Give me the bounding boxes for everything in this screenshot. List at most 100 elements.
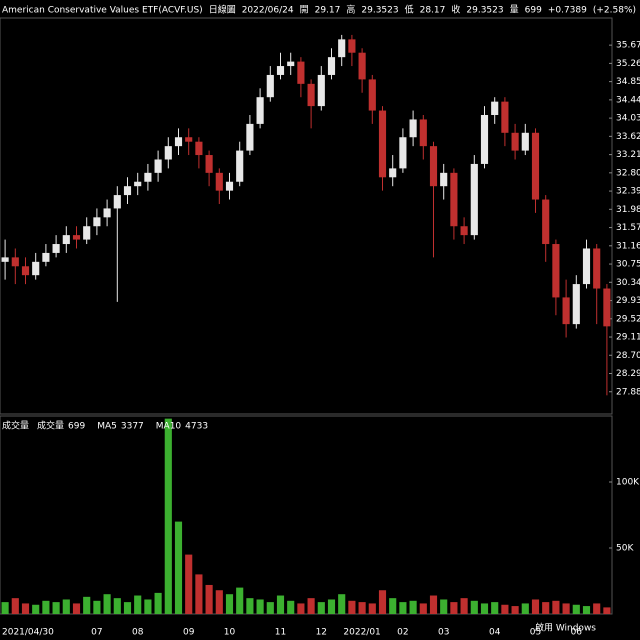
volume-bar	[389, 598, 397, 614]
volume-bar	[93, 600, 101, 614]
volume-bar	[72, 603, 81, 614]
candle-body	[93, 217, 101, 227]
volume-bar	[246, 598, 254, 614]
candle-body	[572, 284, 580, 325]
y-tick-label: 29.11	[616, 333, 640, 343]
candle-body	[123, 186, 132, 196]
candle-body	[491, 101, 499, 115]
volume-bar	[491, 602, 499, 614]
candle-body	[511, 132, 519, 151]
candle-body	[103, 208, 111, 218]
volume-bar	[409, 600, 417, 614]
volume-bar	[572, 604, 580, 614]
quote-value: 29.3523	[466, 6, 503, 16]
volume-bar	[450, 602, 458, 614]
candle-body	[521, 132, 529, 151]
x-tick-label: 07	[91, 628, 102, 638]
volume-bar	[266, 602, 274, 614]
title: American Conservative Values ETF(ACVF.US…	[2, 6, 203, 16]
candle-body	[338, 39, 346, 58]
volume-bar	[164, 418, 172, 614]
volume-bar	[440, 599, 448, 614]
y-tick-label: 50K	[616, 544, 634, 554]
quote-value: 699	[525, 6, 542, 16]
quote-value: 28.17	[420, 6, 446, 16]
y-tick-label: 29.52	[616, 314, 640, 324]
x-tick-label: 10	[224, 628, 236, 638]
volume-bar	[42, 600, 50, 614]
volume-bar	[32, 604, 40, 614]
candle-body	[72, 235, 81, 240]
watermark: 啟用 Windows	[535, 622, 596, 634]
candle-body	[113, 195, 121, 209]
volume-bar	[419, 603, 427, 614]
y-tick-label: 32.80	[616, 168, 640, 178]
y-tick-label: 33.21	[616, 150, 640, 160]
volume-bar	[307, 598, 315, 614]
legend-value: 3377	[121, 422, 144, 432]
volume-bar	[582, 606, 591, 614]
y-tick-label: 33.62	[616, 132, 640, 142]
volume-bar	[603, 607, 611, 614]
volume-bar	[338, 594, 346, 614]
volume-bar	[134, 595, 142, 614]
volume-bar	[348, 600, 356, 614]
volume-bar	[317, 602, 325, 614]
volume-bar	[83, 596, 91, 614]
quote-label: 量	[510, 5, 519, 16]
volume-bar	[154, 592, 162, 614]
volume-bar	[480, 603, 489, 614]
volume-bar	[593, 603, 601, 614]
y-tick-label: 28.70	[616, 351, 640, 361]
price-frame	[0, 17, 613, 415]
y-tick-label: 30.75	[616, 260, 640, 270]
legend-label: MA5	[97, 422, 117, 432]
period: 日線圖	[209, 4, 236, 16]
volume-bar	[358, 602, 366, 614]
quote-label: 高	[346, 4, 355, 16]
legend-label: 成交量	[37, 420, 64, 432]
quote-label: 收	[451, 4, 460, 16]
date: 2022/06/24	[242, 6, 294, 16]
candle-body	[62, 235, 70, 245]
y-tick-label: 30.34	[616, 278, 640, 288]
change: +0.7389	[548, 6, 587, 16]
candle-body	[582, 248, 591, 285]
candle-body	[327, 57, 336, 75]
volume-bar	[205, 584, 213, 614]
volume-bar	[562, 603, 570, 614]
candle-body	[276, 66, 285, 75]
y-tick-label: 29.93	[616, 296, 640, 306]
candle-body	[1, 257, 9, 262]
x-tick-label: 04	[489, 628, 501, 638]
candle-body	[174, 137, 183, 147]
volume-bar	[185, 554, 193, 614]
volume-bar	[327, 599, 336, 614]
volume-bar	[429, 595, 438, 614]
candle-body	[32, 261, 40, 276]
candle-body	[42, 252, 50, 262]
volume-bar	[378, 590, 387, 614]
candle-body	[562, 297, 570, 325]
candle-body	[317, 74, 325, 107]
y-tick-label: 32.39	[616, 187, 640, 197]
x-tick-label: 02	[397, 628, 408, 638]
candle-body	[389, 168, 397, 178]
candle-body	[552, 244, 560, 298]
volume-bar	[215, 590, 223, 614]
volume-bar	[501, 604, 509, 614]
volume-bar	[103, 594, 111, 614]
candle-body	[603, 288, 611, 327]
candle-body	[419, 119, 427, 147]
y-tick-label: 34.03	[616, 114, 640, 124]
volume-bar	[276, 595, 285, 614]
candle-body	[185, 137, 193, 142]
y-tick-label: 35.26	[616, 59, 640, 69]
candle-body	[307, 83, 315, 107]
candle-body	[256, 97, 264, 124]
candle-body	[236, 150, 244, 182]
volume-bar	[21, 603, 30, 614]
y-tick-label: 34.44	[616, 95, 640, 105]
